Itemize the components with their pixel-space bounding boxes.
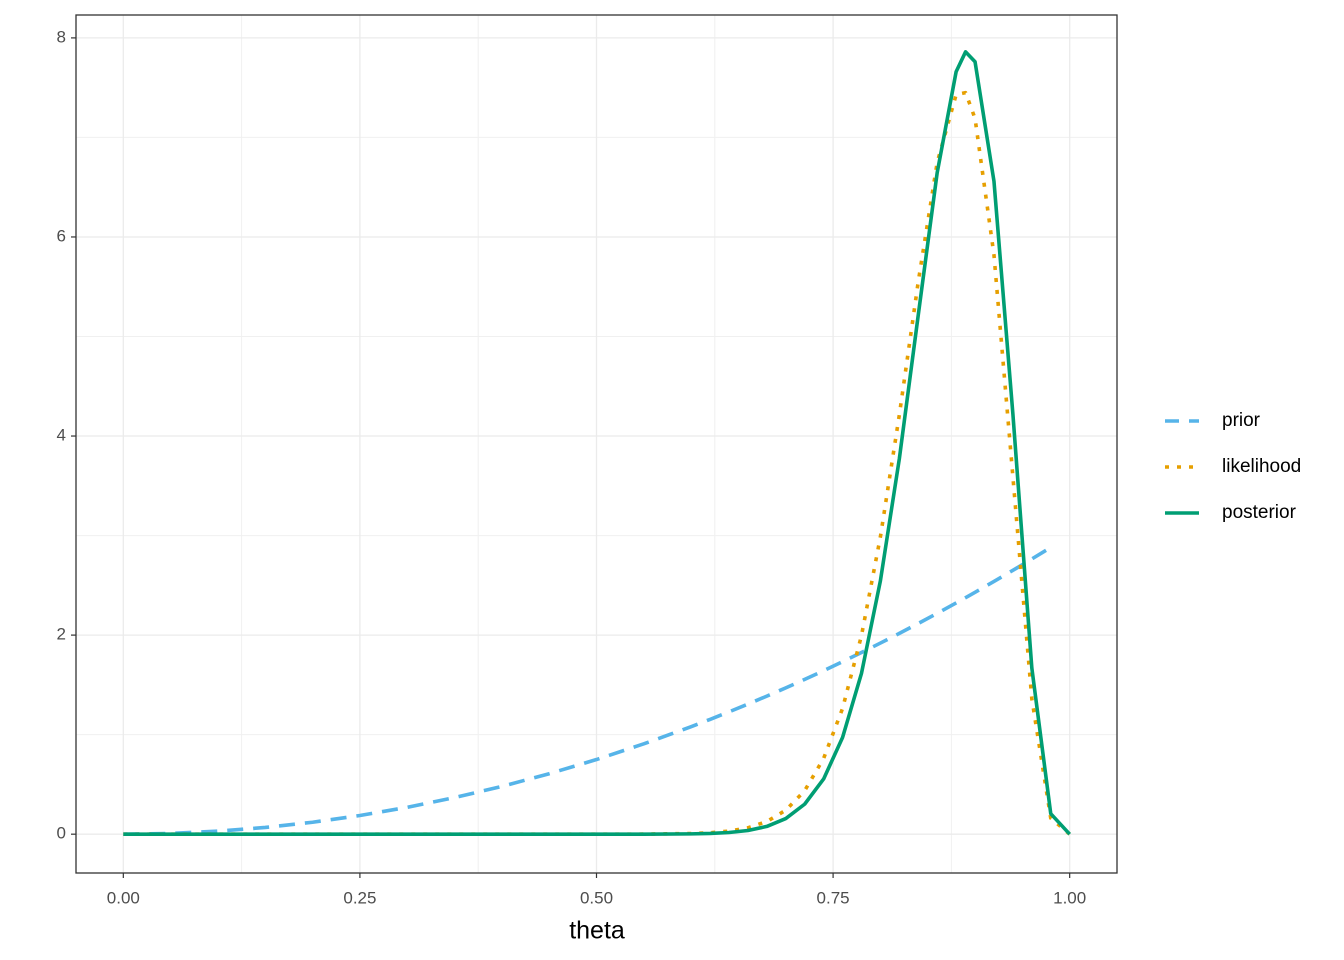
x-tick-label: 0.00 <box>107 888 140 907</box>
legend-label: likelihood <box>1222 456 1301 477</box>
y-tick-label: 0 <box>57 824 66 843</box>
x-tick-label: 0.75 <box>817 888 850 907</box>
series-line <box>123 50 1072 836</box>
x-axis-title: theta <box>569 917 625 945</box>
legend-label: posterior <box>1222 502 1297 523</box>
y-tick-label: 6 <box>57 226 66 245</box>
x-tick-label: 0.50 <box>580 888 613 907</box>
x-tick-label: 0.25 <box>343 888 376 907</box>
x-tick-label: 1.00 <box>1053 888 1086 907</box>
legend-label: prior <box>1222 410 1261 431</box>
series-line <box>123 545 1052 836</box>
y-tick-label: 8 <box>57 27 66 46</box>
y-tick-label: 2 <box>57 625 66 644</box>
y-tick-label: 4 <box>57 426 66 445</box>
panel-border <box>75 14 1118 874</box>
